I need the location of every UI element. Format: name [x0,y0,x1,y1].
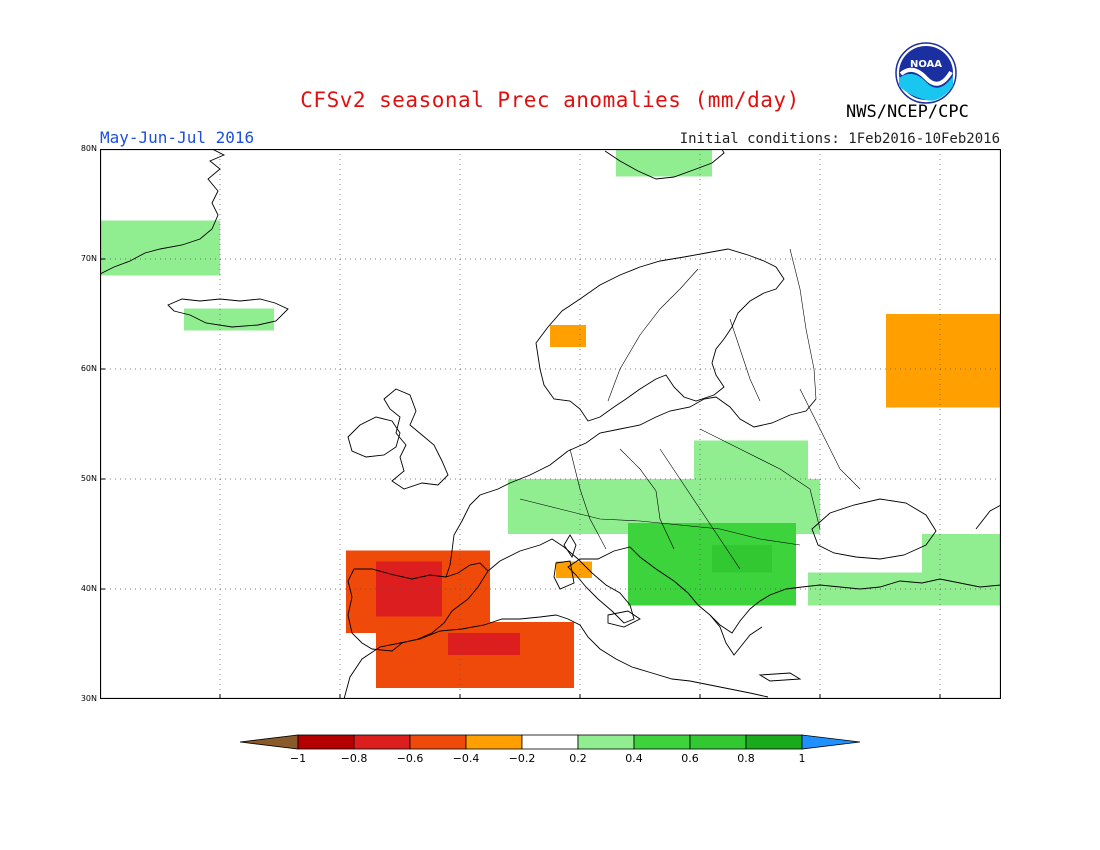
sicily-coast [607,610,641,628]
svalbard-coast [604,149,725,180]
lat-tick-label: 30N [80,694,97,703]
colorbar-label: 0.4 [625,752,643,765]
colorbar-label: −0.2 [509,752,536,765]
anomaly-region [184,308,274,331]
anomaly-region [886,314,1000,408]
lat-tick-label: 80N [80,144,97,153]
precipitation-anomaly-map: 30W20W10W010E20E30E40E [100,149,1001,699]
corsica-coast [563,534,577,559]
colorbar-box [689,734,747,750]
caspian-coast [975,504,1001,530]
country-border-layer [519,248,861,570]
axis-ticks: 30W20W10W010E20E30E40E [100,149,941,699]
colorbar-labels: −1 −0.8 −0.6 −0.4 −0.2 0.2 0.4 0.6 0.8 1 [290,752,806,765]
anomaly-region [694,440,808,490]
mediterranean-north-coast [487,538,1001,634]
colorbar-box [745,734,803,750]
noaa-logo-text: NOAA [910,59,942,70]
colorbar-box [633,734,691,750]
colorbar-box [297,734,355,750]
anomaly-region [550,325,586,347]
colorbar: −1 −0.8 −0.6 −0.4 −0.2 0.2 0.4 0.6 0.8 1 [239,734,861,765]
initial-conditions: Initial conditions: 1Feb2016-10Feb2016 [679,131,1000,147]
colorbar-box [409,734,467,750]
colorbar-label: −0.4 [453,752,480,765]
africa-north-coast [343,614,769,699]
colorbar-low-arrow [239,734,299,750]
baltic-coast [567,396,817,452]
lat-tick-label: 60N [80,364,97,373]
colorbar-boxes [239,734,861,750]
map-title: CFSv2 seasonal Prec anomalies (mm/day) [300,88,800,112]
scandinavia-coast [535,248,785,422]
anomaly-region [922,534,1000,573]
greece-coast [709,614,763,656]
coastline-layer [100,149,1001,699]
anomaly-region [808,572,1000,606]
sardinia-coast [553,560,575,590]
anomaly-region [448,633,520,655]
colorbar-label: 0.8 [737,752,755,765]
britain-coast [383,388,449,490]
black-sea-coast [811,498,937,560]
anomaly-region [616,149,712,177]
anomaly-region [556,561,592,578]
colorbar-box [353,734,411,750]
colorbar-label: −1 [290,752,306,765]
france-coast [411,450,569,580]
colorbar-box [465,734,523,750]
iceland-coast [167,298,289,328]
lat-tick-label: 50N [80,474,97,483]
crete-coast [758,672,802,682]
colorbar-label: 0.6 [681,752,699,765]
colorbar-high-arrow [801,734,861,750]
lat-tick-label: 70N [80,254,97,263]
map-gridlines [100,149,1000,699]
ireland-coast [347,416,401,458]
colorbar-box [577,734,635,750]
lat-tick-label: 40N [80,584,97,593]
anomaly-fill-layer [100,149,1000,688]
noaa-logo-icon: NOAA [895,42,957,104]
colorbar-label: −0.6 [397,752,424,765]
greenland-coast [100,149,226,275]
colorbar-label: 0.2 [569,752,587,765]
anomaly-region [712,545,772,573]
colorbar-label: −0.8 [341,752,368,765]
anomaly-region [100,220,220,276]
map-frame [100,149,1001,699]
forecast-period: May-Jun-Jul 2016 [100,128,255,147]
colorbar-label: 1 [799,752,806,765]
agency-label: NWS/NCEP/CPC [846,102,969,122]
colorbar-box [521,734,579,750]
